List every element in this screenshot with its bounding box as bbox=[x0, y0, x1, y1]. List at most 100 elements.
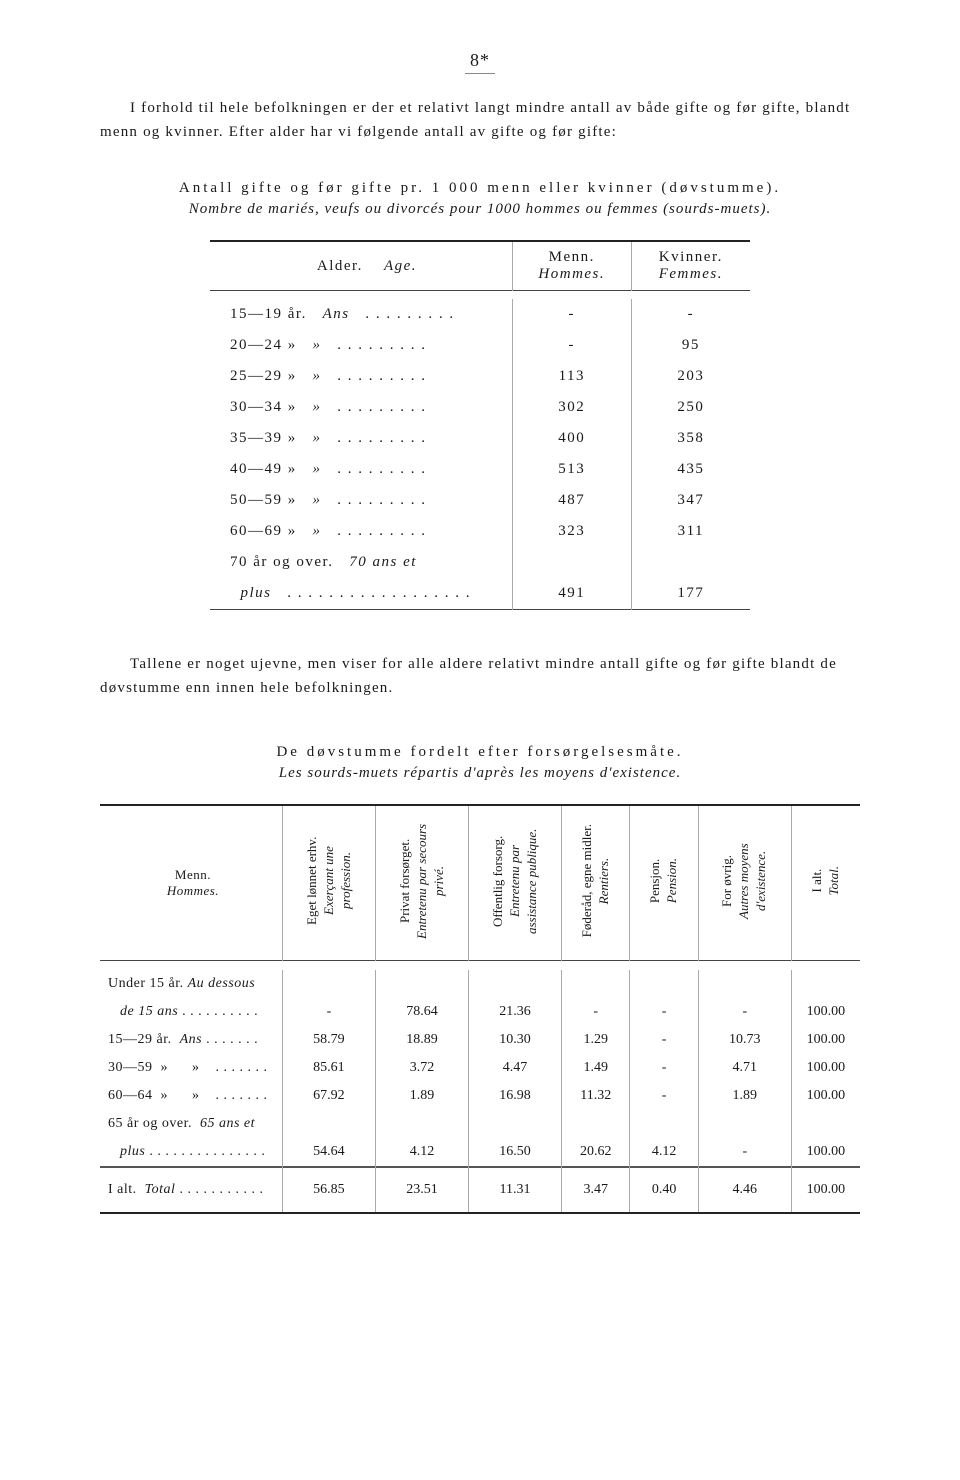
cell: 60—69 » » . . . . . . . . . bbox=[210, 516, 512, 547]
table2-col-header: Føderåd, egne midler.Rentiers. bbox=[577, 818, 615, 943]
table-row: 30—59 » » . . . . . . .85.613.724.471.49… bbox=[100, 1054, 860, 1082]
cell: 0.40 bbox=[630, 1168, 698, 1214]
cell: - bbox=[282, 998, 375, 1026]
table1-hdr-men-fr: Hommes. bbox=[538, 266, 605, 282]
page-number: 8* bbox=[100, 50, 860, 74]
cell: 100.00 bbox=[791, 998, 860, 1026]
cell: 15—29 år. Ans . . . . . . . bbox=[100, 1026, 282, 1054]
table1-hdr-women-fr: Femmes. bbox=[659, 266, 723, 282]
cell: 35—39 » » . . . . . . . . . bbox=[210, 423, 512, 454]
cell: 30—34 » » . . . . . . . . . bbox=[210, 392, 512, 423]
cell: 250 bbox=[631, 392, 750, 423]
cell: - bbox=[698, 1138, 791, 1167]
table-row: 25—29 » » . . . . . . . . .113203 bbox=[210, 361, 750, 392]
cell: 100.00 bbox=[791, 1026, 860, 1054]
table-row bbox=[100, 960, 860, 970]
cell: 1.89 bbox=[698, 1082, 791, 1110]
cell: 20—24 » » . . . . . . . . . bbox=[210, 330, 512, 361]
cell: 18.89 bbox=[375, 1026, 468, 1054]
table-row: plus . . . . . . . . . . . . . . .54.644… bbox=[100, 1138, 860, 1167]
table2-col-header: Pensjon.Pension. bbox=[645, 852, 683, 909]
table2: Menn. Hommes. Eget lønnet erhv.Exerçant … bbox=[100, 804, 860, 1215]
cell: de 15 ans . . . . . . . . . . bbox=[100, 998, 282, 1026]
cell: 347 bbox=[631, 485, 750, 516]
table-row: 65 år og over. 65 ans et bbox=[100, 1110, 860, 1138]
cell: 16.50 bbox=[468, 1138, 561, 1167]
table-row: plus . . . . . . . . . . . . . . . . . .… bbox=[210, 578, 750, 610]
table1-hdr-men: Menn. bbox=[549, 249, 595, 265]
cell: 21.36 bbox=[468, 998, 561, 1026]
table2-stub-hdr-fr: Hommes. bbox=[167, 883, 219, 898]
table2-col-header: I alt.Total. bbox=[807, 860, 845, 902]
cell: plus . . . . . . . . . . . . . . . bbox=[100, 1138, 282, 1167]
cell: 302 bbox=[512, 392, 631, 423]
cell: 10.30 bbox=[468, 1026, 561, 1054]
cell: 4.47 bbox=[468, 1054, 561, 1082]
cell: 100.00 bbox=[791, 1138, 860, 1167]
intro-paragraph: I forhold til hele befolkningen er der e… bbox=[100, 96, 860, 144]
cell: 435 bbox=[631, 454, 750, 485]
table-row: 50—59 » » . . . . . . . . .487347 bbox=[210, 485, 750, 516]
table-row bbox=[210, 291, 750, 299]
table-row: 60—69 » » . . . . . . . . .323311 bbox=[210, 516, 750, 547]
cell: 4.12 bbox=[375, 1138, 468, 1167]
cell: 203 bbox=[631, 361, 750, 392]
cell: - bbox=[698, 998, 791, 1026]
cell: 323 bbox=[512, 516, 631, 547]
cell: 25—29 » » . . . . . . . . . bbox=[210, 361, 512, 392]
cell: 100.00 bbox=[791, 1082, 860, 1110]
table2-caption: De døvstumme fordelt efter forsørgelsesm… bbox=[100, 744, 860, 782]
cell: . . . . . . . . . . . . . . . . . . bbox=[287, 585, 471, 601]
table2-col-header: Offentlig forsorg.Entretenu par assistan… bbox=[488, 812, 543, 950]
cell: 95 bbox=[631, 330, 750, 361]
cell: 20.62 bbox=[562, 1138, 630, 1167]
cell: 30—59 » » . . . . . . . bbox=[100, 1054, 282, 1082]
table-row: 30—34 » » . . . . . . . . .302250 bbox=[210, 392, 750, 423]
cell: 1.89 bbox=[375, 1082, 468, 1110]
table1-title: Antall gifte og før gifte pr. 1 000 menn… bbox=[100, 180, 860, 197]
cell: 4.12 bbox=[630, 1138, 698, 1167]
cell: 311 bbox=[631, 516, 750, 547]
cell: 60—64 » » . . . . . . . bbox=[100, 1082, 282, 1110]
cell: - bbox=[562, 998, 630, 1026]
cell: - bbox=[512, 330, 631, 361]
table-row: 20—24 » » . . . . . . . . .-95 bbox=[210, 330, 750, 361]
cell: 11.32 bbox=[562, 1082, 630, 1110]
table2-col-header: Privat forsørget.Entretenu par secours p… bbox=[395, 812, 450, 950]
cell: 67.92 bbox=[282, 1082, 375, 1110]
cell: - bbox=[630, 1082, 698, 1110]
cell: 23.51 bbox=[375, 1168, 468, 1214]
cell: 54.64 bbox=[282, 1138, 375, 1167]
cell: 487 bbox=[512, 485, 631, 516]
table1-hdr-women: Kvinner. bbox=[659, 249, 723, 265]
table-row: Alder. Age. Menn. Hommes. Kvinner. Femme… bbox=[210, 241, 750, 291]
table2-title: De døvstumme fordelt efter forsørgelsesm… bbox=[100, 744, 860, 761]
table1-caption: Antall gifte og før gifte pr. 1 000 menn… bbox=[100, 180, 860, 218]
cell: 3.72 bbox=[375, 1054, 468, 1082]
table-row: 15—19 år. Ans . . . . . . . . .-- bbox=[210, 299, 750, 330]
cell: - bbox=[512, 299, 631, 330]
cell: 4.46 bbox=[698, 1168, 791, 1214]
cell: I alt. Total . . . . . . . . . . . bbox=[100, 1168, 282, 1214]
cell: 100.00 bbox=[791, 1054, 860, 1082]
table-row: de 15 ans . . . . . . . . . .-78.6421.36… bbox=[100, 998, 860, 1026]
cell: 78.64 bbox=[375, 998, 468, 1026]
cell: 1.49 bbox=[562, 1054, 630, 1082]
table-row: 35—39 » » . . . . . . . . .400358 bbox=[210, 423, 750, 454]
mid-paragraph: Tallene er noget ujevne, men viser for a… bbox=[100, 652, 860, 700]
table2-subtitle: Les sourds-muets répartis d'après les mo… bbox=[100, 765, 860, 782]
cell: 3.47 bbox=[562, 1168, 630, 1214]
table1: Alder. Age. Menn. Hommes. Kvinner. Femme… bbox=[210, 240, 750, 610]
cell: 10.73 bbox=[698, 1026, 791, 1054]
table-row: 70 år og over. 70 ans et bbox=[210, 547, 750, 578]
table-row: 60—64 » » . . . . . . .67.921.8916.9811.… bbox=[100, 1082, 860, 1110]
cell: 4.71 bbox=[698, 1054, 791, 1082]
table2-col-header: For øvrig.Autres moyens d'existence. bbox=[717, 812, 772, 950]
cell: 16.98 bbox=[468, 1082, 561, 1110]
table2-col-header: Eget lønnet erhv.Exerçant une profession… bbox=[302, 812, 357, 950]
cell: 513 bbox=[512, 454, 631, 485]
cell: 85.61 bbox=[282, 1054, 375, 1082]
table1-hdr-age: Alder. bbox=[317, 258, 363, 274]
table1-subtitle: Nombre de mariés, veufs ou divorcés pour… bbox=[100, 201, 860, 218]
table-row: 15—29 år. Ans . . . . . . .58.7918.8910.… bbox=[100, 1026, 860, 1054]
